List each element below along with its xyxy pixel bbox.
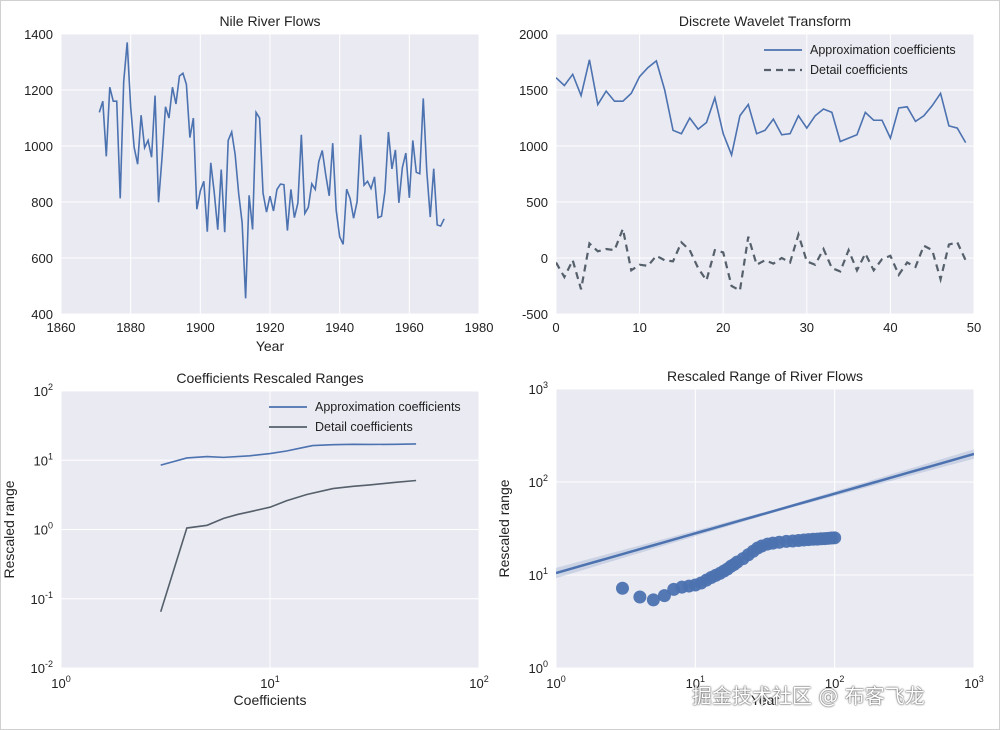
y-tick-label: 1400 <box>24 27 53 42</box>
legend-label: Detail coefficients <box>315 420 413 434</box>
watermark: 掘金技术社区 @ 布客飞龙 <box>692 684 925 708</box>
y-tick-label: 2000 <box>519 27 548 42</box>
x-tick-label: 40 <box>883 320 897 335</box>
chart-panel-1: 1860 1880 1900 1920 1940 1960 1980 400 600 800 100… <box>24 13 493 354</box>
x-tick-label: 1880 <box>116 320 145 335</box>
x-tick-label: 102 <box>825 674 844 691</box>
series-line-2 <box>556 225 967 293</box>
plot-marks <box>98 42 445 299</box>
y-axis-label: Rescaled range <box>496 479 512 577</box>
x-axis-label: Coefficients <box>234 692 307 708</box>
y-tick-label: 102 <box>529 473 548 490</box>
chart-panel-2: 0 10 20 30 40 50 -500 0 500 1000 1500 2000 Discrete … <box>519 13 981 335</box>
plot-marks <box>556 59 967 293</box>
plot-marks <box>556 449 974 607</box>
x-axis-label: Year <box>751 692 780 708</box>
series-line-1 <box>556 59 967 158</box>
y-axis-label: Rescaled range <box>1 480 17 578</box>
plot-area <box>556 34 974 314</box>
chart-title: Discrete Wavelet Transform <box>679 13 851 29</box>
y-tick-label: 400 <box>31 307 53 322</box>
y-tick-label: 100 <box>34 521 53 538</box>
x-tick-label: 20 <box>716 320 730 335</box>
y-tick-label: 101 <box>529 566 548 583</box>
x-tick-label: 0 <box>552 320 559 335</box>
chart-panel-4: 100 101 102 103 100 101 102 103 Rescaled Range o… <box>496 368 984 708</box>
legend-label: Approximation coefficients <box>315 400 461 414</box>
x-tick-label: 103 <box>964 674 983 691</box>
chart-title: Nile River Flows <box>219 13 320 29</box>
y-tick-label: 100 <box>529 659 548 676</box>
series-line-2 <box>159 479 417 612</box>
legend-label: Approximation coefficients <box>810 43 956 57</box>
scatter-point <box>646 593 660 607</box>
y-tick-label: 10-2 <box>31 659 53 676</box>
scatter-point <box>615 581 629 595</box>
x-tick-label: 102 <box>469 674 488 691</box>
y-tick-label: 1200 <box>24 83 53 98</box>
x-tick-label: 30 <box>800 320 814 335</box>
x-tick-label: 1900 <box>186 320 215 335</box>
fit-line <box>556 452 974 575</box>
y-tick-label: 1000 <box>24 139 53 154</box>
y-tick-label: 103 <box>529 380 548 397</box>
series-line-1 <box>160 443 417 466</box>
series-line-1 <box>98 42 445 299</box>
plot-marks <box>159 443 417 612</box>
y-tick-label: 101 <box>34 451 53 468</box>
chart-panel-3: 100 101 102 10-2 10-1 100 101 102 Coefficients R… <box>1 370 489 708</box>
y-tick-label: 800 <box>31 195 53 210</box>
y-tick-label: 600 <box>31 251 53 266</box>
x-tick-label: 101 <box>686 674 705 691</box>
y-tick-label: -500 <box>522 307 548 322</box>
y-tick-label: 0 <box>541 251 548 266</box>
x-tick-label: 1980 <box>465 320 494 335</box>
plot-area <box>556 389 974 668</box>
x-tick-label: 100 <box>51 674 70 691</box>
scatter-point <box>657 589 671 603</box>
x-tick-label: 101 <box>260 674 279 691</box>
y-tick-label: 1500 <box>519 83 548 98</box>
x-tick-label: 1940 <box>325 320 354 335</box>
legend-label: Detail coefficients <box>810 63 908 77</box>
x-tick-label: 1960 <box>395 320 424 335</box>
x-tick-label: 1920 <box>256 320 285 335</box>
x-axis-label: Year <box>256 338 285 354</box>
x-tick-label: 1860 <box>47 320 76 335</box>
x-tick-label: 10 <box>632 320 646 335</box>
x-tick-label: 100 <box>546 674 565 691</box>
chart-title: Rescaled Range of River Flows <box>667 368 863 384</box>
scatter-point <box>633 590 647 604</box>
y-tick-label: 10-1 <box>31 590 53 607</box>
scatter-point <box>828 531 842 545</box>
y-tick-label: 102 <box>34 382 53 399</box>
chart-title: Coefficients Rescaled Ranges <box>176 370 363 386</box>
x-tick-label: 50 <box>967 320 981 335</box>
y-tick-label: 1000 <box>519 139 548 154</box>
y-tick-label: 500 <box>526 195 548 210</box>
